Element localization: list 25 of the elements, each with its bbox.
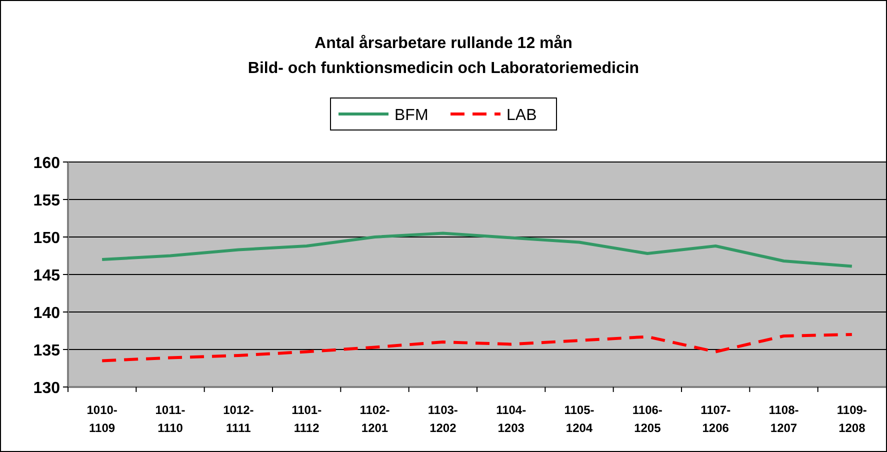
x-tick-label: 1011-1110: [155, 403, 186, 435]
legend-label: BFM: [394, 107, 428, 124]
y-tick-label: 140: [33, 305, 60, 322]
x-tick-label: 1106-1205: [632, 403, 662, 435]
x-tick-label: 1101-1112: [292, 403, 322, 435]
x-tick-label: 1012-1111: [223, 403, 254, 435]
y-tick-label: 135: [33, 342, 60, 360]
x-tick-label: 1010-1109: [86, 403, 118, 435]
legend-label: LAB: [506, 107, 537, 124]
line-series: [100, 232, 854, 268]
x-tick-label: 1104-1203: [496, 403, 526, 435]
y-tick-label: 150: [33, 230, 60, 247]
x-tick-label: 1105-1204: [564, 403, 594, 435]
y-tick-label: 145: [33, 268, 60, 284]
y-tick-label: 130: [33, 380, 60, 397]
chart-title: Antal årsarbetare rullande 12 mån: [314, 34, 572, 52]
line-series: [100, 333, 854, 362]
chart-subtitle: Bild- och funktionsmedicin och Laboratoriemedicin: [248, 60, 640, 77]
x-tick-label: 1109-1208: [836, 403, 867, 435]
y-tick-label: 160: [33, 155, 60, 172]
x-tick-label: 1108-1207: [768, 403, 799, 435]
x-tick-label: 1107-1206: [700, 403, 731, 435]
y-tick-label: 155: [33, 192, 60, 210]
x-tick-label: 1103-1202: [428, 403, 458, 435]
x-tick-label: 1102-1201: [360, 403, 390, 435]
